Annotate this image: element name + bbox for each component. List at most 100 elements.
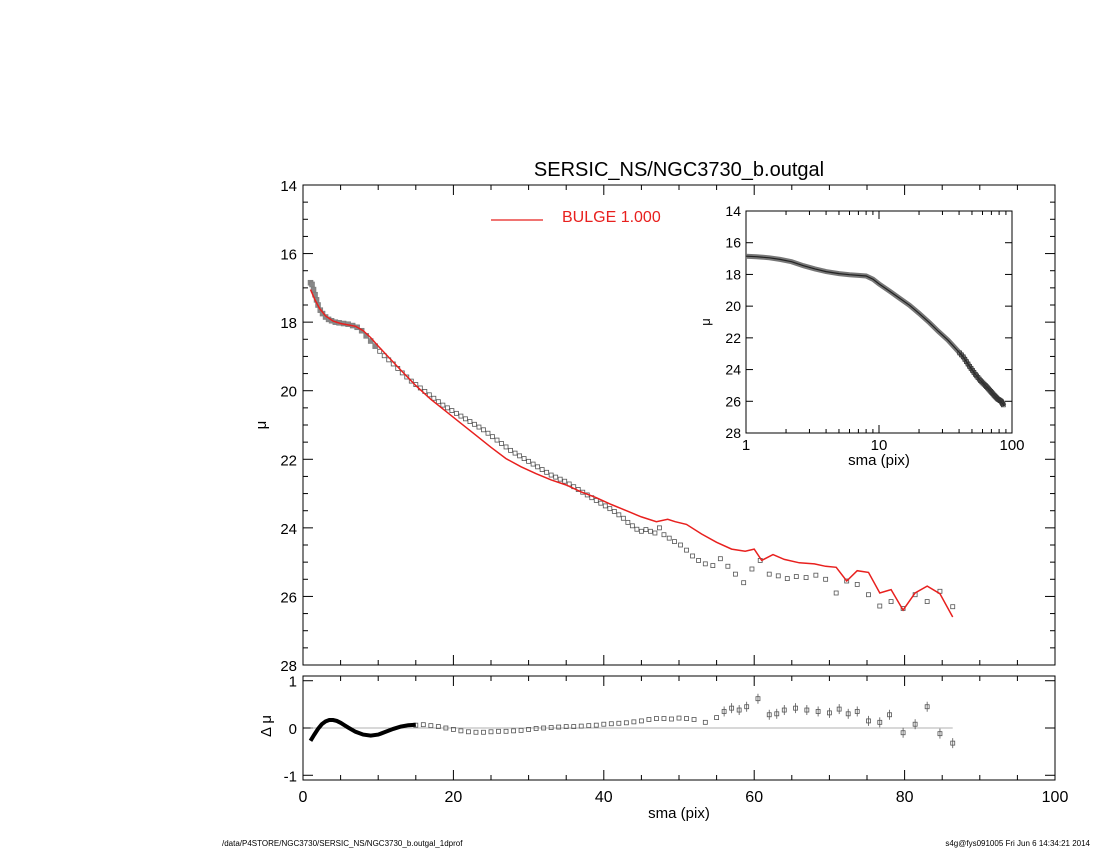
residual-point xyxy=(702,719,708,725)
data-point xyxy=(684,547,689,553)
data-point xyxy=(733,571,738,577)
data-point xyxy=(548,472,554,478)
data-point xyxy=(710,563,716,568)
data-point xyxy=(562,478,568,484)
inset-data-point xyxy=(965,361,971,367)
bulge-model-line xyxy=(309,289,954,618)
residual-data-points xyxy=(413,693,956,749)
data-point xyxy=(643,527,649,532)
data-point xyxy=(775,573,781,579)
inset-x-tick-label: 10 xyxy=(871,437,888,454)
data-point xyxy=(381,353,387,359)
data-point xyxy=(823,576,829,582)
data-point xyxy=(521,456,527,462)
inset-x-tick-label: 100 xyxy=(999,437,1024,454)
residual-point xyxy=(937,731,943,737)
main-y-tick-label: 22 xyxy=(280,452,297,469)
residual-point xyxy=(466,729,471,735)
residual-point xyxy=(428,723,434,729)
footer-file-path: /data/P4STORE/NGC3730/SERSIC_NS/NGC3730_… xyxy=(222,839,463,848)
residual-point xyxy=(578,723,584,729)
main-y-axis-label: μ xyxy=(253,421,270,430)
inset-y-tick-label: 20 xyxy=(725,298,741,314)
data-point xyxy=(696,558,701,563)
data-point xyxy=(749,566,755,572)
data-point xyxy=(678,542,683,548)
data-point xyxy=(803,575,809,580)
data-point xyxy=(463,416,468,422)
data-point xyxy=(639,528,644,534)
main-y-tick-label: 14 xyxy=(280,178,297,195)
data-point xyxy=(458,413,464,419)
residual-point xyxy=(684,716,689,721)
data-point xyxy=(309,281,315,288)
data-point xyxy=(512,450,518,456)
data-point xyxy=(449,408,455,414)
residual-point xyxy=(601,721,607,727)
data-point xyxy=(611,508,617,514)
residual-point xyxy=(950,740,956,746)
inset-panel-frame xyxy=(745,210,1013,434)
data-point xyxy=(598,500,604,506)
main-y-tick-label: 20 xyxy=(280,384,297,401)
residual-point xyxy=(774,711,780,717)
data-point xyxy=(813,572,819,578)
inset-data-points xyxy=(745,253,1007,408)
main-y-tick-label: 24 xyxy=(280,521,297,538)
residual-point xyxy=(639,718,644,724)
residual-point xyxy=(473,729,479,735)
inset-data-point xyxy=(975,375,981,380)
main-y-tick-label: 18 xyxy=(280,315,297,332)
data-point xyxy=(888,599,894,604)
inset-y-tick-label: 22 xyxy=(725,330,741,346)
residual-point xyxy=(533,726,539,731)
data-point xyxy=(866,592,871,598)
data-point xyxy=(833,590,839,596)
residual-point xyxy=(781,707,787,713)
data-point xyxy=(530,461,536,467)
inset-y-axis-label: μ xyxy=(698,318,713,326)
data-point xyxy=(877,603,883,609)
data-point xyxy=(454,410,459,416)
data-point xyxy=(666,535,672,541)
residual-point xyxy=(420,722,426,728)
data-point xyxy=(408,378,414,384)
residual-point xyxy=(608,721,614,727)
residual-point xyxy=(450,727,456,732)
data-point xyxy=(481,427,486,433)
inset-data-point xyxy=(999,400,1005,405)
residual-point xyxy=(721,709,727,714)
residual-x-tick-label: 20 xyxy=(445,789,463,806)
inset-y-tick-label: 14 xyxy=(725,203,741,219)
inset-data-point xyxy=(976,376,982,382)
residual-point xyxy=(676,715,682,721)
main-axes: 14 16 18 20 22 24 26 28 xyxy=(280,178,1056,675)
data-point xyxy=(426,392,432,398)
data-point xyxy=(648,528,653,534)
residual-point xyxy=(571,724,577,729)
data-point xyxy=(544,469,550,475)
data-point xyxy=(404,374,410,380)
inset-data-point xyxy=(978,378,983,384)
data-point xyxy=(717,556,723,562)
inset-y-tick-label: 24 xyxy=(725,362,741,378)
residual-point xyxy=(548,725,554,730)
residual-y-tick-label: 0 xyxy=(289,721,297,738)
residual-point xyxy=(586,723,592,729)
residual-point xyxy=(729,705,735,711)
inset-data-point xyxy=(962,356,968,362)
main-y-tick-label: 28 xyxy=(280,658,297,675)
data-point xyxy=(553,474,559,480)
residual-point xyxy=(623,720,629,726)
residual-y-tick-label: 1 xyxy=(289,674,297,691)
residual-point xyxy=(900,730,906,736)
inset-data-point xyxy=(960,354,966,360)
data-point xyxy=(625,519,631,525)
data-point xyxy=(517,453,522,459)
residual-point xyxy=(503,728,509,734)
inset-data-point xyxy=(980,380,986,386)
inset-y-tick-label: 26 xyxy=(725,393,741,409)
residual-x-tick-label: 60 xyxy=(745,789,763,806)
chart-title: SERSIC_NS/NGC3730_b.outgal xyxy=(534,159,824,181)
